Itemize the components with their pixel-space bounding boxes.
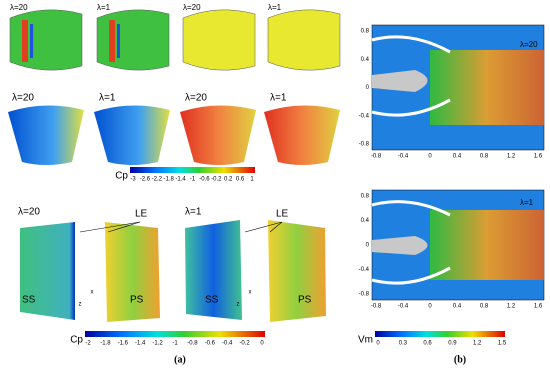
y-tick-label: 0.8 [361, 29, 370, 35]
colorbar-tick-label: 0.2 [224, 177, 233, 183]
colorbar-tick-label: 0.6 [423, 341, 432, 347]
colorbar [85, 331, 265, 337]
case-label: λ=20 [183, 3, 201, 12]
colorbar-tick-label: 0.6 [236, 177, 245, 183]
case-label: λ=20 [10, 3, 28, 12]
colorbar-symbol: Vm [358, 335, 373, 346]
case-label: λ=20 [185, 93, 207, 104]
colorbar-tick-label: -2 [85, 341, 91, 347]
x-tick-label: -0.4 [398, 154, 409, 160]
colorbar-tick-label: -1.8 [100, 341, 111, 347]
case-label: λ=20 [12, 93, 34, 104]
colorbar-tick-label: -0.6 [205, 341, 216, 347]
colorbar-tick-label: -2.2 [152, 177, 163, 183]
axis-x: x [91, 290, 94, 296]
x-tick-label: 0 [428, 154, 432, 160]
flow-plots [371, 24, 545, 301]
colorbar-tick-label: -1.4 [175, 177, 186, 183]
colorbar-tick-label: -1.4 [135, 341, 146, 347]
axis-z: z [237, 302, 240, 308]
x-tick-label: 0 [428, 304, 432, 310]
case-label: λ=20 [18, 207, 40, 218]
blades [20, 220, 326, 322]
y-tick-label: -0.4 [359, 113, 370, 119]
x-tick-label: 1.2 [507, 304, 516, 310]
y-tick-label: 0 [366, 85, 370, 91]
x-tick-label: 0.4 [453, 304, 462, 310]
y-tick-label: 0.4 [361, 218, 370, 224]
case-label: λ=1 [268, 3, 282, 12]
fan-sectors [8, 105, 340, 165]
y-tick-label: 0.4 [361, 57, 370, 63]
y-tick-label: -0.8 [359, 142, 370, 148]
x-tick-label: 1.6 [534, 154, 543, 160]
caption: (b) [454, 354, 466, 365]
colorbar-tick-label: -1 [190, 177, 196, 183]
y-tick-label: -0.4 [359, 267, 370, 273]
y-tick-label: 0 [366, 243, 370, 249]
colorbar-tick-label: -2.6 [140, 177, 151, 183]
y-tick-label: 0.8 [361, 194, 370, 200]
colorbar-tick-label: -0.4 [222, 341, 233, 347]
x-tick-label: 0.4 [453, 154, 462, 160]
case-label: λ=1 [520, 198, 534, 207]
colorbar-tick-label: -1 [172, 341, 178, 347]
colorbar-tick-label: -0.2 [211, 177, 222, 183]
case-label: λ=1 [99, 93, 116, 104]
colorbar-tick-label: 0.9 [448, 341, 457, 347]
colorbar [130, 167, 255, 173]
case-label: λ=1 [270, 93, 287, 104]
x-tick-label: -0.4 [398, 304, 409, 310]
x-tick-label: 0.8 [480, 154, 489, 160]
axis-x: x [249, 290, 252, 296]
axis-z: z [79, 302, 82, 308]
case-label: λ=20 [520, 40, 538, 49]
x-tick-label: 0.8 [480, 304, 489, 310]
colorbar-tick-label: -1.2 [152, 341, 163, 347]
x-tick-label: 1.6 [534, 304, 543, 310]
le-label: LE [276, 209, 289, 220]
ss-label: SS [205, 295, 219, 306]
colorbar-tick-label: -1.6 [118, 341, 129, 347]
case-label: λ=1 [185, 207, 202, 218]
colorbar [375, 331, 505, 337]
x-tick-label: -0.8 [371, 304, 382, 310]
colorbar-tick-label: 0.3 [399, 341, 408, 347]
nacelles [9, 9, 341, 71]
case-label: λ=1 [97, 3, 111, 12]
ps-label: PS [298, 295, 312, 306]
caption: (a) [174, 354, 186, 365]
x-tick-label: 1.2 [507, 154, 516, 160]
colorbar-tick-label: -1.8 [164, 177, 175, 183]
colorbar-tick-label: -0.6 [199, 177, 210, 183]
x-tick-label: -0.8 [371, 154, 382, 160]
colorbar-tick-label: 0 [376, 341, 380, 347]
colorbar-tick-label: 1 [250, 177, 254, 183]
colorbar-tick-label: 1.5 [498, 341, 507, 347]
colorbar-tick-label: 1.2 [473, 341, 482, 347]
le-label: LE [135, 209, 148, 220]
colorbar-symbol: Cp [70, 335, 83, 346]
colorbar-tick-label: -3 [130, 177, 136, 183]
colorbar-symbol: Cp [115, 171, 128, 182]
colorbar-tick-label: -0.8 [187, 341, 198, 347]
ps-label: PS [130, 295, 144, 306]
colorbar-tick-label: -0.2 [239, 341, 250, 347]
ss-label: SS [22, 295, 36, 306]
y-tick-label: -0.8 [359, 292, 370, 298]
colorbar-tick-label: 0 [260, 341, 264, 347]
